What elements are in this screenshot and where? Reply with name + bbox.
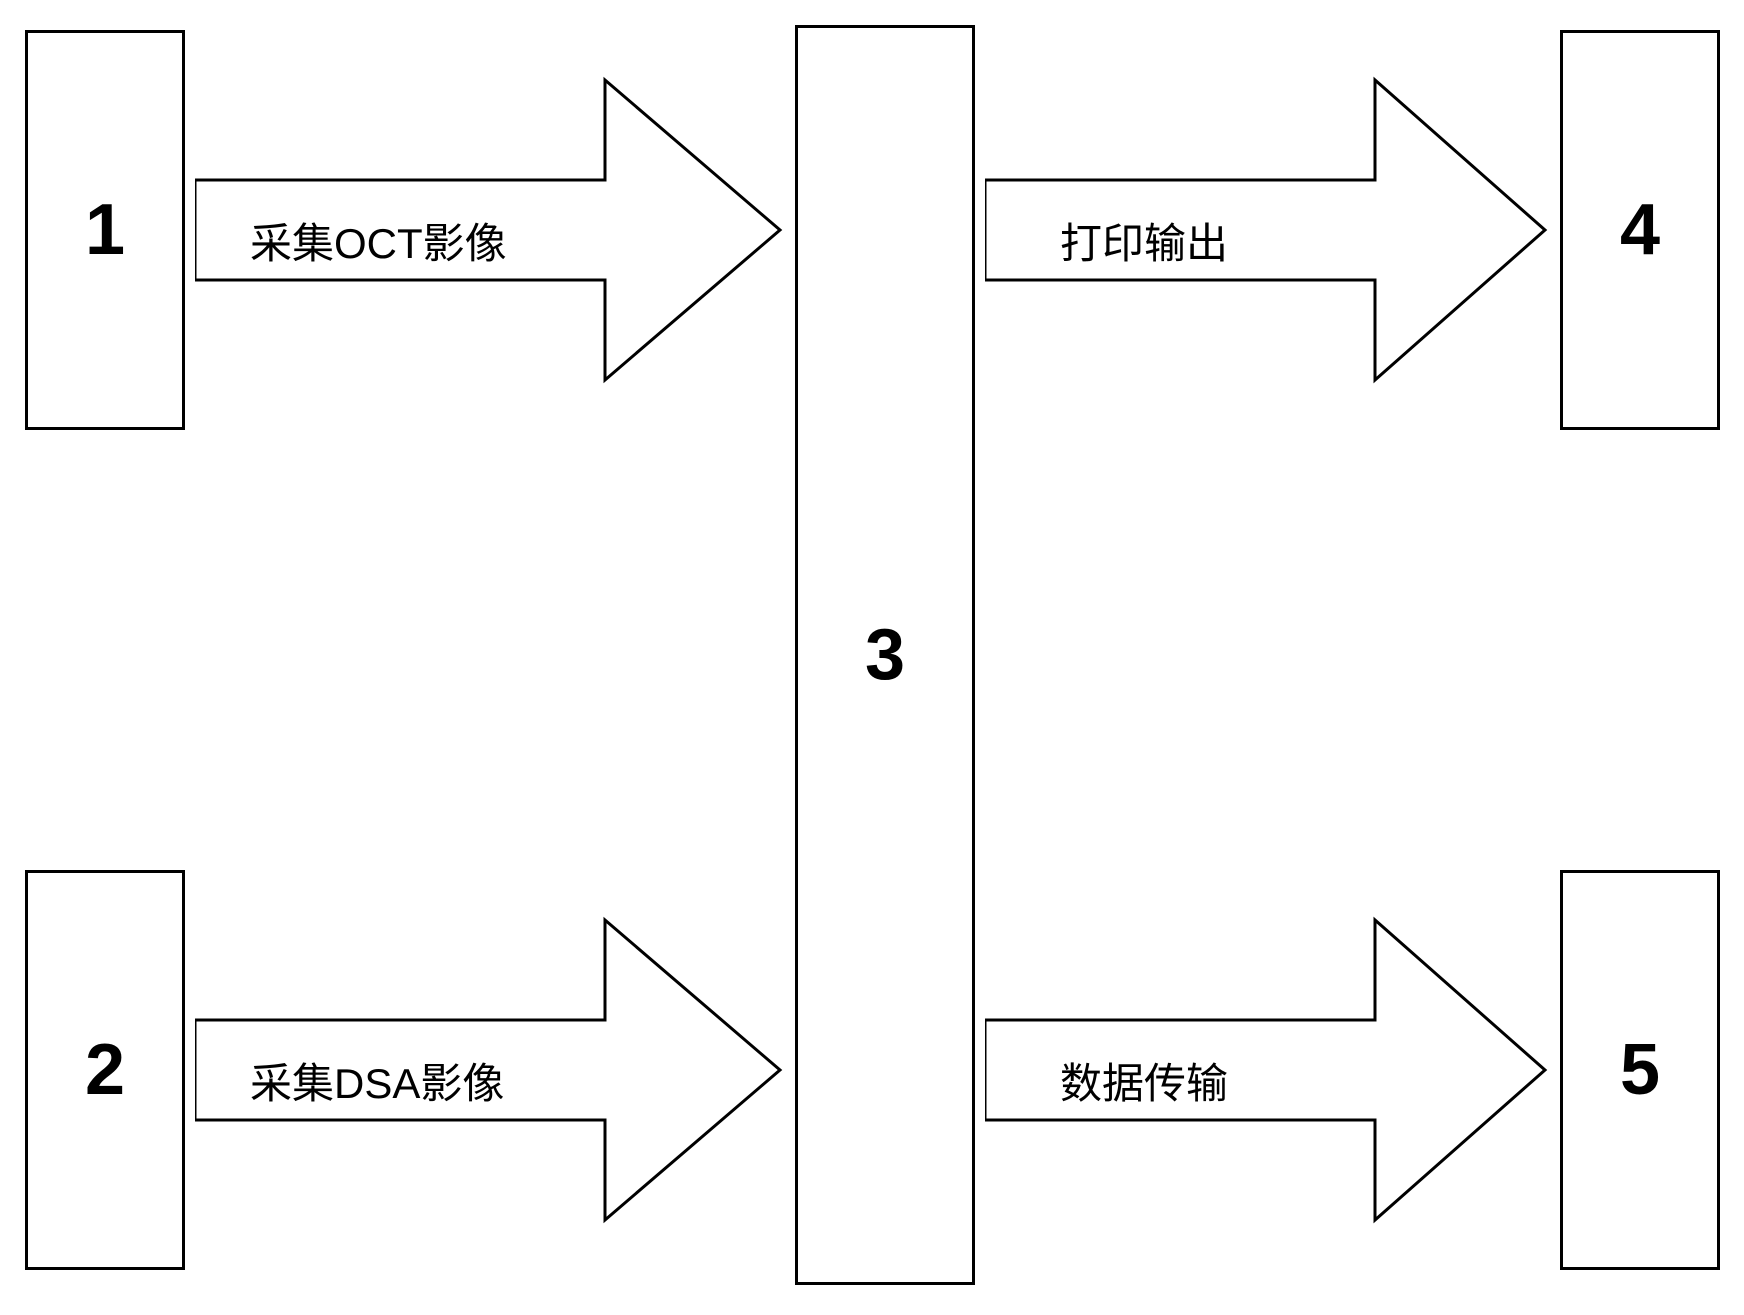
node-3-label: 3 bbox=[865, 614, 905, 696]
arrow-2-label: 采集DSA影像 bbox=[250, 1050, 504, 1111]
arrow-3-label: 打印输出 bbox=[1060, 210, 1228, 271]
node-1-label: 1 bbox=[85, 189, 125, 271]
node-3: 3 bbox=[795, 25, 975, 1285]
node-5: 5 bbox=[1560, 870, 1720, 1270]
node-1: 1 bbox=[25, 30, 185, 430]
node-4-label: 4 bbox=[1620, 189, 1660, 271]
node-2: 2 bbox=[25, 870, 185, 1270]
arrow-1-label: 采集OCT影像 bbox=[250, 210, 507, 271]
node-5-label: 5 bbox=[1620, 1029, 1660, 1111]
node-2-label: 2 bbox=[85, 1029, 125, 1111]
node-4: 4 bbox=[1560, 30, 1720, 430]
arrow-4-label: 数据传输 bbox=[1060, 1050, 1228, 1111]
